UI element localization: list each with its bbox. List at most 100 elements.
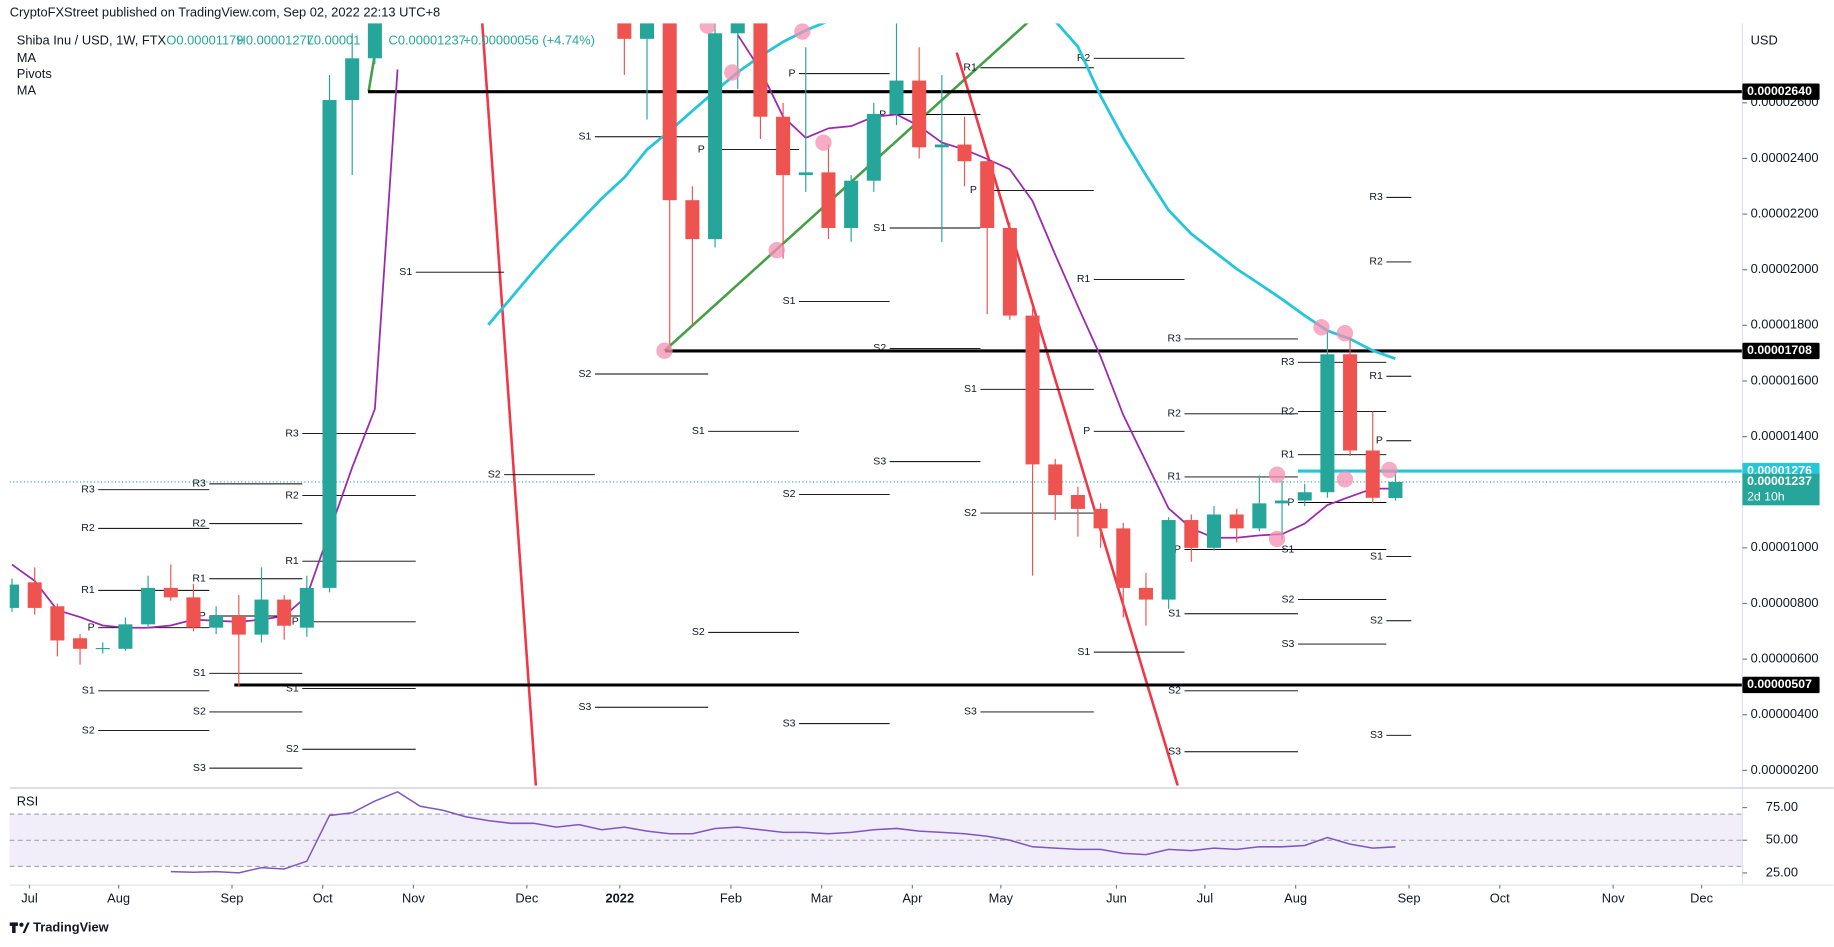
pivot-label: P [1287,496,1294,508]
x-tick-label: Jun [1106,890,1127,905]
pivot-label: S1 [692,425,705,437]
touch-marker [768,242,785,259]
candle-body [844,180,859,228]
level-label: 0.00000507 [1747,677,1812,691]
candle-body [1138,587,1153,600]
candle-body [1229,514,1244,529]
touch-marker [1268,530,1286,548]
pivot-label: S2 [873,342,886,354]
rsi-title: RSI [17,793,38,808]
pivot-label: R2 [1369,256,1383,268]
candle-body [730,22,745,34]
candle-body [980,161,995,228]
countdown-label: 2d 10h [1747,489,1785,503]
candle-body [957,144,972,162]
candle-body [1206,514,1222,548]
candle-body [1388,481,1403,499]
pivot-label: S2 [286,743,299,755]
candle-body [50,606,65,641]
currency: USD [1751,32,1778,47]
pivot-label: R2 [192,517,206,529]
candle-body [685,200,700,240]
pivot-label: P [199,610,206,622]
touch-marker [1268,466,1286,483]
candle-body [1365,450,1380,498]
last-price-box [1742,473,1820,506]
pivot-label: R3 [285,427,299,439]
y-tick-label: 0.00001400 [1751,428,1819,443]
pivot-label: R2 [81,522,95,534]
candle-body [1025,315,1040,465]
legend-open: O0.00001179 [166,32,243,47]
pivot-label: S2 [1168,685,1181,697]
level-box [1742,676,1820,694]
pivot-label: S1 [578,131,591,143]
pivot-label: S3 [873,455,886,467]
publisher: CryptoFXStreet published on TradingView.… [10,4,440,19]
candle-body [617,22,632,39]
candle-body [1297,492,1312,501]
legend-high: H0.00001277 [237,32,314,47]
pivot-label: S2 [1370,615,1383,627]
pivot-label: S1 [82,685,95,697]
touch-marker [1381,461,1398,479]
pivot-label: R1 [1168,471,1182,483]
header-bg [0,0,1834,24]
marks: R3 R2 R1 P S1 S2 R3 R2 R1 P S1 S2 S3 R3 R2 R1 P S1 S2 S1 S2 S… [9,21,1743,774]
legend-change: +0.00000056 (+4.74%) [463,32,595,47]
pivot-label: S1 [1370,550,1383,562]
x-tick-label: Aug [1284,890,1307,905]
candle-body [231,615,246,635]
pivot-label: S2 [783,488,796,500]
x-tick-label: Jul [21,890,37,905]
pivot-label: R1 [1369,370,1383,382]
candle-body [345,58,360,101]
candle-body [821,172,836,228]
rsi-tick-label: 50.00 [1766,832,1798,847]
candle-body [798,172,813,176]
pivot-label: S3 [1282,638,1295,650]
touch-marker [656,342,673,359]
rsi-band [9,814,1743,867]
legend-low: L0.00001 [307,32,361,47]
legend-symbol: Shiba Inu / USD, 1W, FTX [17,32,167,47]
candle-body [299,587,314,628]
candle-body [27,582,42,608]
candle-body [1320,354,1335,493]
touch-marker [794,23,811,40]
x-tick-label: Dec [1690,890,1713,905]
pivot-label: S1 [1168,608,1181,620]
pivot-label: R3 [1168,333,1182,345]
trendline [480,21,538,786]
pivot-label: R2 [1168,408,1182,420]
x-tick-label: Dec [515,890,538,905]
candle-body [1002,227,1017,316]
candle-body [662,22,677,201]
y-tick-label: 0.00001600 [1751,372,1819,387]
y-tick-label: 0.00001000 [1751,539,1819,554]
candle-body [254,599,269,635]
pivot-label: P [879,108,886,120]
level-box [1742,342,1820,360]
rsi-pane [9,791,1743,874]
x-tick-label: Mar [811,890,834,905]
pivot-label: S2 [692,626,705,638]
pivot-label: S2 [1282,593,1295,605]
pivot-label: S2 [578,368,591,380]
pivot-label: S3 [1168,746,1181,758]
rsi-tick-label: 25.00 [1766,864,1798,879]
x-tick-label: Sep [1398,890,1421,905]
candle-body [1161,520,1176,600]
x-tick-label: Jul [1197,890,1213,905]
y-tick-label: 0.00000400 [1751,706,1819,721]
pivot-label: S1 [1077,646,1090,658]
y-tick-label: 0.00001800 [1751,317,1819,332]
candle-body [186,597,201,628]
touch-marker [1336,471,1354,488]
pivot-label: R2 [1281,405,1295,417]
pivot-label: S1 [964,383,977,395]
pivot-label: S1 [286,682,299,694]
pivot-label: S3 [193,762,206,774]
